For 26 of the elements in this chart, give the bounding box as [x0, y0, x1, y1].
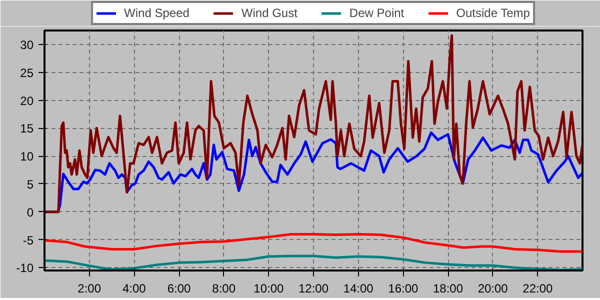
x-tick-label: 10:00	[254, 282, 284, 296]
x-tick-label: 22:00	[522, 282, 554, 296]
y-tick-label: 20	[20, 94, 34, 108]
x-tick-label: 20:00	[478, 282, 508, 296]
line-series	[44, 34, 582, 214]
x-tick-label: 4:00	[122, 282, 146, 296]
x-tick-label: 18:00	[432, 282, 464, 296]
y-tick-label: 10	[20, 150, 34, 164]
legend-label: Wind Speed	[124, 6, 190, 20]
y-tick-label: -5	[22, 233, 34, 248]
line-series	[44, 232, 582, 253]
y-tick-label: 0	[26, 205, 34, 220]
x-tick-label: 12:00	[298, 282, 329, 296]
y-tick-label: 30	[20, 38, 34, 52]
legend-label: Dew Point	[349, 6, 404, 20]
x-tick-label: 2:00	[78, 282, 102, 296]
legend-label: Wind Gust	[241, 6, 298, 20]
y-tick-label: 25	[20, 66, 34, 80]
y-tick-label: -10	[16, 261, 34, 276]
legend-label: Outside Temp	[456, 6, 530, 20]
x-tick-label: 6:00	[167, 282, 192, 296]
y-tick-label: 15	[20, 122, 34, 136]
y-tick-label: 5	[26, 177, 34, 192]
x-tick-label: 8:00	[212, 282, 236, 296]
x-tick-label: 14:00	[343, 282, 374, 296]
x-tick-label: 16:00	[388, 282, 419, 296]
